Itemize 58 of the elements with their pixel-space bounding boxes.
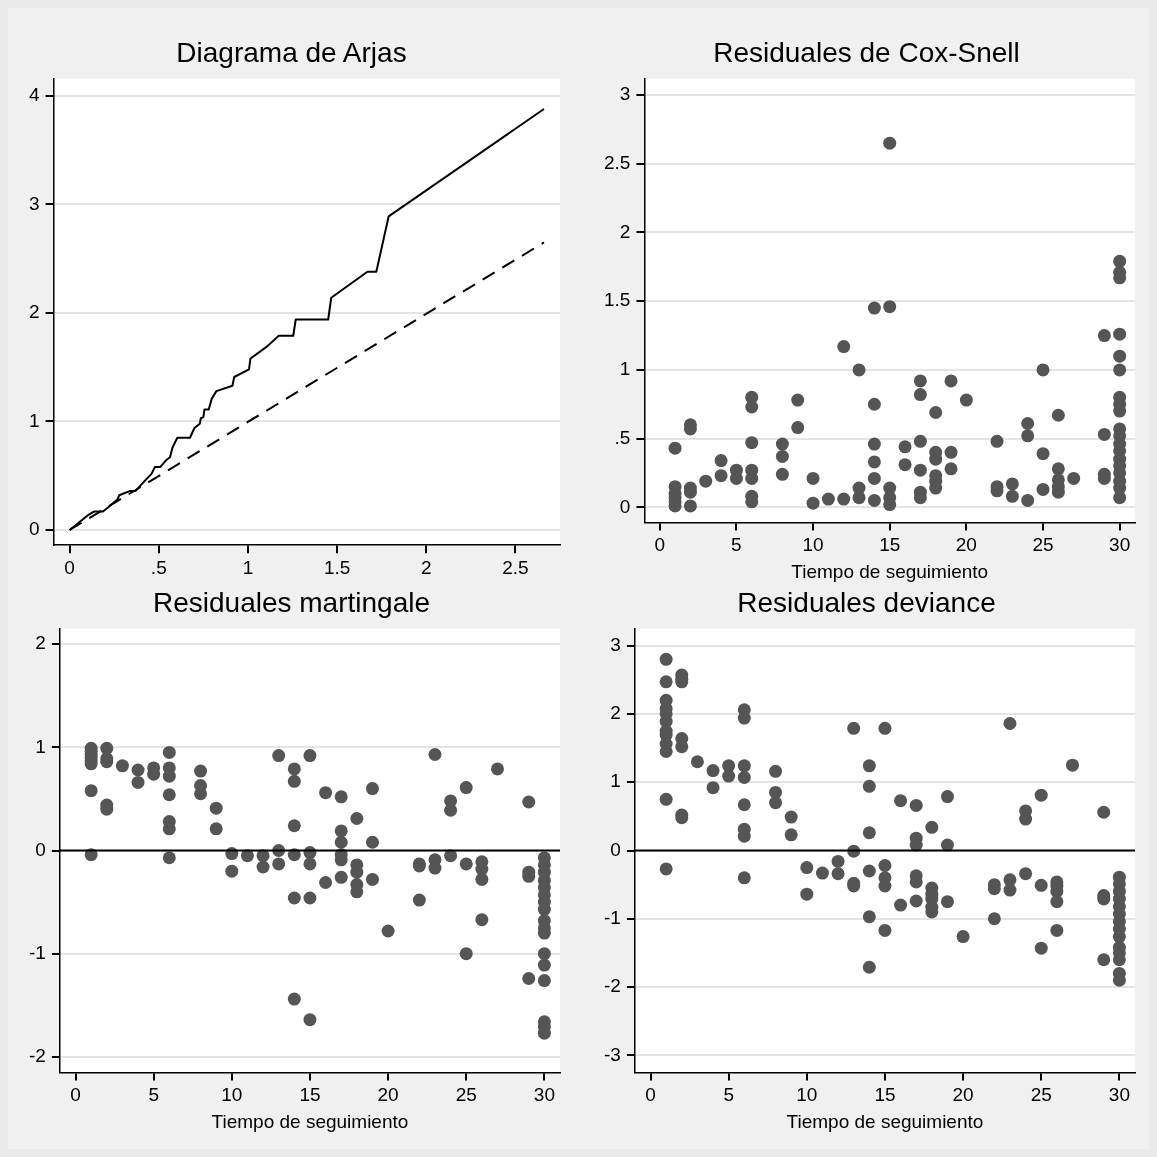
x-tick-label: 5 (731, 534, 742, 556)
y-tick-label: 1 (28, 409, 40, 431)
x-tick-label: 5 (148, 1084, 159, 1106)
y-tick-label: .5 (614, 426, 631, 448)
x-tick-label: 2 (420, 556, 432, 578)
x-tick-label: .5 (150, 556, 167, 578)
x-tick-label: 25 (1030, 1084, 1052, 1106)
chart-title: Diagrama de Arjas (176, 36, 407, 68)
x-tick-label: 2.5 (502, 556, 529, 578)
x-tick-label: 0 (654, 534, 666, 556)
y-tick-label: 2 (610, 702, 621, 724)
y-tick-label: 3 (619, 83, 631, 105)
y-tick-label: 1.5 (603, 289, 631, 311)
x-tick-label: 0 (70, 1084, 81, 1106)
x-tick-label: 25 (455, 1084, 477, 1106)
y-tick-label: -1 (28, 941, 46, 963)
x-tick-label: 1 (242, 556, 254, 578)
y-tick-label: -1 (603, 907, 621, 929)
x-tick-label: 30 (1109, 534, 1131, 556)
x-tick-label: 20 (952, 1084, 974, 1106)
y-tick-label: -2 (603, 975, 621, 997)
x-axis-title: Tiempo de seguimiento (791, 560, 989, 582)
chart-title: Residuales martingale (152, 586, 431, 618)
y-tick-label: 0 (28, 518, 40, 540)
x-tick-label: 25 (1032, 534, 1054, 556)
x-tick-label: 30 (533, 1084, 555, 1106)
x-tick-label: 20 (377, 1084, 399, 1106)
x-tick-label: 0 (645, 1084, 656, 1106)
x-tick-label: 15 (299, 1084, 321, 1106)
y-tick-label: 4 (28, 84, 40, 106)
x-tick-label: 10 (802, 534, 824, 556)
y-tick-label: 1 (619, 358, 631, 380)
y-tick-label: 2 (35, 632, 46, 654)
x-axis-title: Tiempo de seguimiento (786, 1110, 984, 1132)
chart-title: Residuales de Cox-Snell (713, 36, 1020, 68)
x-tick-label: 5 (723, 1084, 734, 1106)
y-tick-label: -3 (603, 1043, 621, 1065)
x-tick-label: 30 (1108, 1084, 1130, 1106)
y-tick-label: 2.5 (603, 152, 631, 174)
x-tick-label: 10 (796, 1084, 818, 1106)
x-tick-label: 0 (64, 556, 75, 578)
x-tick-label: 1.5 (323, 556, 351, 578)
y-tick-label: 0 (35, 838, 46, 860)
x-tick-label: 15 (879, 534, 901, 556)
y-tick-label: 1 (35, 735, 46, 757)
x-tick-label: 10 (221, 1084, 243, 1106)
y-tick-label: 0 (619, 495, 631, 517)
y-tick-label: 0 (610, 838, 621, 860)
x-axis-title: Tiempo de seguimiento (211, 1110, 409, 1132)
y-tick-label: -2 (28, 1045, 46, 1067)
y-tick-label: 3 (610, 633, 621, 655)
x-tick-label: 20 (955, 534, 977, 556)
y-tick-label: 2 (28, 301, 40, 323)
chart-title: Residuales deviance (737, 586, 996, 618)
y-tick-label: 2 (619, 220, 631, 242)
y-tick-label: 3 (28, 192, 40, 214)
y-tick-label: 1 (610, 770, 621, 792)
x-tick-label: 15 (874, 1084, 896, 1106)
